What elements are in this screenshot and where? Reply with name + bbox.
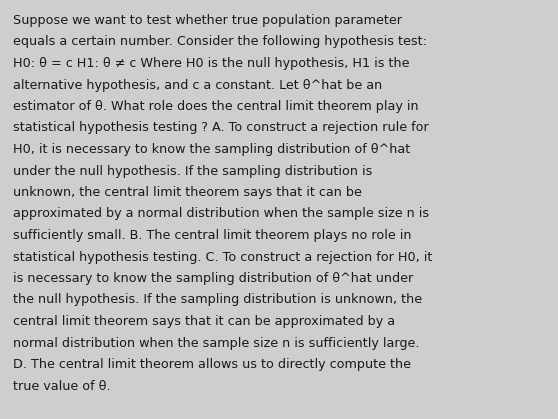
Text: equals a certain number. Consider the following hypothesis test:: equals a certain number. Consider the fo… bbox=[13, 36, 427, 49]
Text: sufficiently small. B. The central limit theorem plays no role in: sufficiently small. B. The central limit… bbox=[13, 229, 411, 242]
Text: approximated by a normal distribution when the sample size n is: approximated by a normal distribution wh… bbox=[13, 207, 429, 220]
Text: under the null hypothesis. If the sampling distribution is: under the null hypothesis. If the sampli… bbox=[13, 165, 372, 178]
Text: normal distribution when the sample size n is sufficiently large.: normal distribution when the sample size… bbox=[13, 336, 420, 349]
Text: unknown, the central limit theorem says that it can be: unknown, the central limit theorem says … bbox=[13, 186, 362, 199]
Text: alternative hypothesis, and c a constant. Let θ^hat be an: alternative hypothesis, and c a constant… bbox=[13, 78, 382, 91]
Text: H0: θ = c H1: θ ≠ c Where H0 is the null hypothesis, H1 is the: H0: θ = c H1: θ ≠ c Where H0 is the null… bbox=[13, 57, 410, 70]
Text: estimator of θ. What role does the central limit theorem play in: estimator of θ. What role does the centr… bbox=[13, 100, 418, 113]
Text: the null hypothesis. If the sampling distribution is unknown, the: the null hypothesis. If the sampling dis… bbox=[13, 293, 422, 307]
Text: H0, it is necessary to know the sampling distribution of θ^hat: H0, it is necessary to know the sampling… bbox=[13, 143, 410, 156]
Text: statistical hypothesis testing ? A. To construct a rejection rule for: statistical hypothesis testing ? A. To c… bbox=[13, 122, 429, 134]
Text: is necessary to know the sampling distribution of θ^hat under: is necessary to know the sampling distri… bbox=[13, 272, 413, 285]
Text: Suppose we want to test whether true population parameter: Suppose we want to test whether true pop… bbox=[13, 14, 402, 27]
Text: central limit theorem says that it can be approximated by a: central limit theorem says that it can b… bbox=[13, 315, 395, 328]
Text: D. The central limit theorem allows us to directly compute the: D. The central limit theorem allows us t… bbox=[13, 358, 411, 371]
Text: true value of θ.: true value of θ. bbox=[13, 380, 110, 393]
Text: statistical hypothesis testing. C. To construct a rejection for H0, it: statistical hypothesis testing. C. To co… bbox=[13, 251, 432, 264]
